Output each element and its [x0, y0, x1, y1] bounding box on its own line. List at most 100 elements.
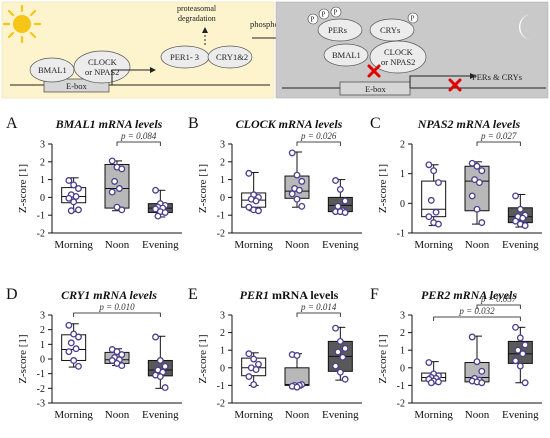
day-bmal1 — [29, 57, 75, 83]
night-output-label: PERs & CRYs — [472, 72, 522, 82]
data-point — [288, 149, 296, 157]
day-schematic: E-box BMAL1 CLOCK or NPAS2 PER1- 3 CRY1&… — [1, 1, 275, 99]
chart-title-italic: PER2 mRNA levels — [421, 288, 517, 302]
transcription-block-x-icon — [448, 78, 462, 92]
night-pers — [317, 18, 363, 42]
data-point — [118, 206, 126, 214]
data-point — [250, 381, 258, 388]
phosphate-label-2: P — [322, 11, 326, 19]
data-point — [468, 333, 476, 341]
y-tick-label: 2 — [400, 140, 405, 151]
data-point — [65, 177, 73, 184]
x-tick-label: Noon — [105, 239, 130, 251]
y-tick-label: 0 — [400, 363, 405, 374]
x-tick-label: Noon — [465, 239, 490, 251]
data-point — [468, 192, 476, 200]
chart-title-italic: CLOCK mRNA levels — [236, 117, 343, 131]
significance-bracket — [296, 141, 341, 146]
data-point — [336, 185, 344, 193]
data-point — [519, 350, 527, 358]
data-point — [70, 330, 78, 338]
y-tick-label: -1 — [397, 381, 405, 392]
data-point — [255, 360, 262, 368]
data-point — [473, 205, 481, 213]
data-point — [471, 176, 479, 184]
data-point — [298, 202, 306, 210]
data-point — [432, 208, 440, 216]
data-point — [521, 222, 529, 230]
chart-title-italic: BMAL1 mRNA levels — [55, 117, 163, 131]
y-tick-label: 2 — [220, 328, 225, 339]
chart-title: NPAS2 mRNA levels — [417, 117, 521, 131]
night-transcription-arrow — [409, 75, 470, 88]
panel-letter: C — [370, 115, 381, 132]
x-tick-label: Evening — [142, 409, 179, 421]
significance-bracket — [433, 316, 521, 321]
box-noon — [464, 165, 490, 212]
chart-panel-c: C NPAS2 mRNA levels -1 0 1 2 Z-score [1] Mornin… — [370, 115, 542, 251]
data-point — [341, 344, 349, 352]
data-point — [252, 366, 260, 374]
data-point — [339, 353, 347, 361]
data-point — [435, 220, 442, 228]
data-point — [70, 357, 78, 364]
data-point — [245, 350, 253, 358]
data-point — [293, 383, 301, 391]
day-arrow-head — [150, 67, 156, 73]
data-point — [72, 345, 80, 353]
chart-title: PER2 mRNA levels — [421, 288, 517, 302]
block-x-icon — [367, 64, 381, 78]
data-point — [478, 167, 486, 175]
significance-bracket — [476, 141, 521, 146]
data-point — [156, 357, 164, 364]
data-point — [115, 185, 123, 192]
data-point — [435, 378, 442, 386]
significance-bracket — [116, 141, 161, 146]
p-value-label: p = 0.032 — [458, 306, 495, 316]
y-tick-label: 1 — [220, 346, 225, 357]
chart-title: CRY1 mRNA levels — [61, 288, 157, 302]
box-noon — [284, 367, 310, 386]
data-point — [75, 206, 82, 214]
phosphate-label-3: P — [334, 9, 338, 17]
y-tick-label: -2 — [37, 229, 45, 240]
night-clock-label-1: CLOCK — [384, 47, 414, 57]
x-tick-label: Evening — [502, 239, 539, 251]
p-value-label: p = 0.010 — [98, 302, 135, 312]
significance-bracket — [296, 312, 341, 317]
data-point — [521, 379, 529, 387]
data-point — [288, 190, 296, 198]
x-tick-label: Morning — [54, 239, 93, 251]
data-point — [111, 177, 119, 185]
day-bmal1-label: BMAL1 — [38, 65, 67, 75]
data-point — [334, 348, 342, 356]
night-clock — [369, 40, 427, 74]
data-point — [293, 171, 301, 179]
x-tick-label: Morning — [234, 409, 273, 421]
data-point — [435, 179, 442, 187]
significance-bracket — [476, 304, 521, 309]
night-ebox — [339, 81, 411, 96]
data-point — [65, 321, 73, 329]
data-point — [72, 193, 80, 200]
data-point — [108, 357, 116, 364]
y-axis-label: Z-score [1] — [197, 164, 209, 213]
y-tick-label: -2 — [397, 399, 405, 410]
p-value-label: p = 0.057 — [480, 294, 517, 304]
y-tick-label: 3 — [220, 311, 225, 322]
y-tick-label: 3 — [220, 140, 225, 151]
y-tick-label: -1 — [37, 369, 45, 380]
data-point — [425, 359, 433, 366]
data-point — [427, 196, 435, 204]
data-point — [113, 348, 121, 356]
data-point — [161, 209, 169, 216]
data-point — [152, 333, 159, 341]
y-tick-label: 1 — [40, 175, 45, 186]
data-point — [245, 169, 253, 177]
y-tick-label: -3 — [37, 399, 45, 410]
data-point — [519, 214, 527, 222]
y-tick-label: 0 — [40, 355, 45, 366]
y-tick-label: 2 — [40, 325, 45, 336]
night-arrow-head — [470, 73, 476, 79]
y-tick-label: -1 — [217, 381, 225, 392]
